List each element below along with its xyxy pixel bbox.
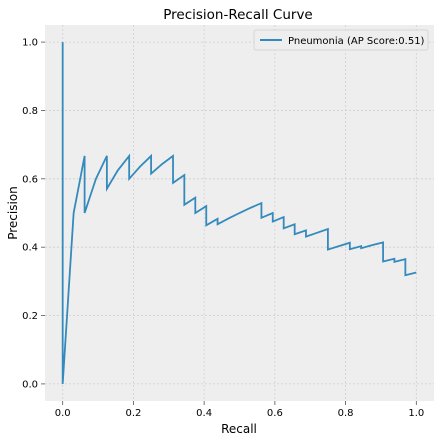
x-tick-label: 0.2 [125,408,141,419]
x-tick-label: 0.8 [338,408,354,419]
y-tick-label: 0.8 [22,106,38,117]
y-tick-label: 0.2 [22,311,38,322]
y-tick-label: 0.4 [22,243,38,254]
y-tick-label: 0.0 [22,379,38,390]
y-tick-label: 0.6 [22,174,38,185]
legend-label: Pneumonia (AP Score:0.51) [288,36,425,47]
y-axis-label: Precision [6,186,20,240]
y-tick-label: 1.0 [22,38,38,49]
x-tick-label: 1.0 [408,408,424,419]
x-tick-label: 0.0 [55,408,71,419]
x-tick-label: 0.4 [196,408,212,419]
legend: Pneumonia (AP Score:0.51) [254,30,428,50]
x-tick-label: 0.6 [267,408,283,419]
chart-title: Precision-Recall Curve [163,7,313,23]
x-axis-label: Recall [221,422,257,436]
